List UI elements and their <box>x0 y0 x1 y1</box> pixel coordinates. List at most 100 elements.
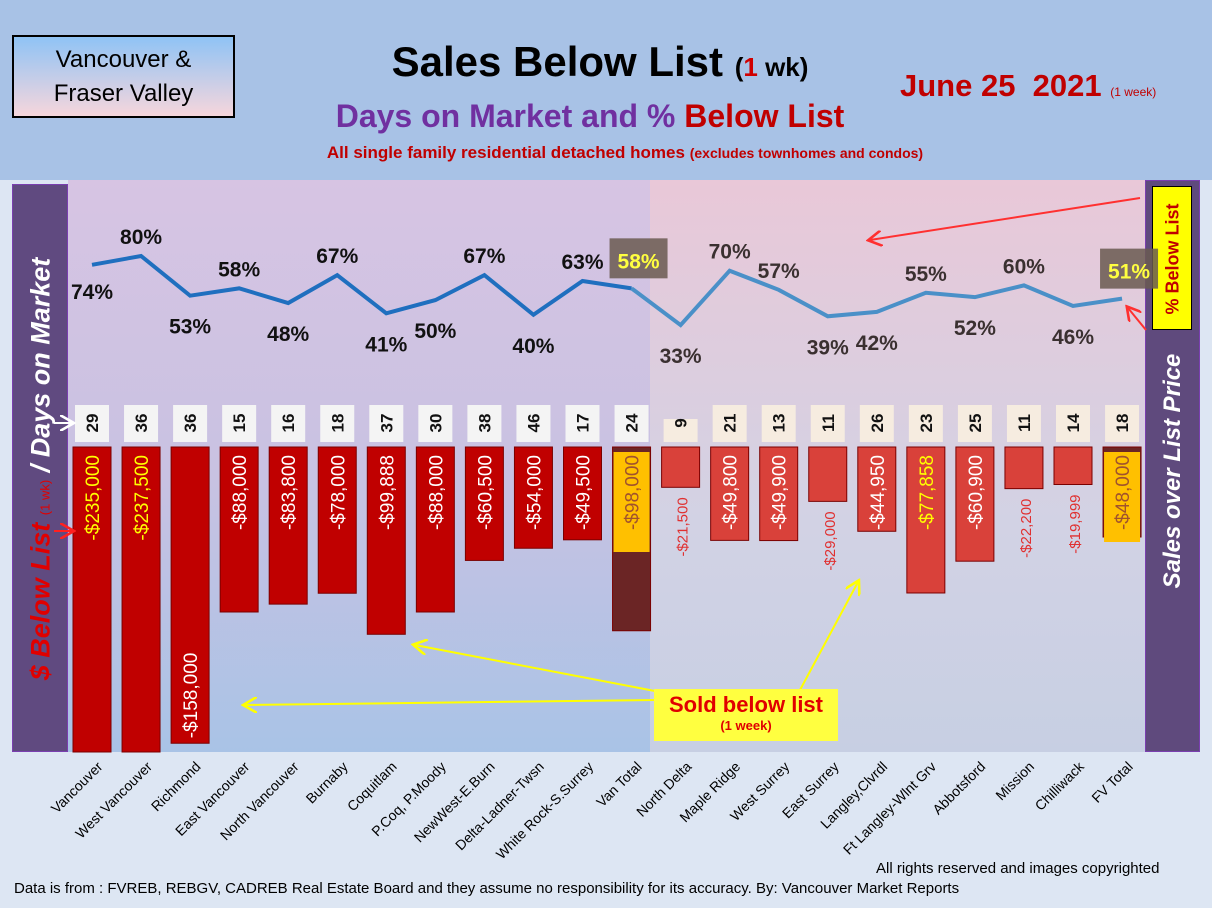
dollar-label: -$49,500 <box>574 455 595 530</box>
days-box <box>712 405 747 442</box>
dollar-label: -$158,000 <box>181 653 202 739</box>
total-pct-box <box>609 238 668 279</box>
left-axis-title: $ Below List (1 wk) / Days on Market <box>12 184 68 752</box>
bar-Maple Ridge <box>710 446 750 541</box>
days-box <box>663 419 698 442</box>
days-label: 26 <box>868 414 887 433</box>
days-box <box>957 405 992 442</box>
days-label: 36 <box>132 414 151 433</box>
date-small: (1 week) <box>1110 85 1157 99</box>
dollar-label: -$49,900 <box>770 455 791 530</box>
bar-Burnaby <box>317 446 357 594</box>
days-label: 24 <box>623 413 642 432</box>
pct-label: 39% <box>807 336 849 359</box>
title-num: 1 <box>743 52 758 82</box>
subtitle-a: Days on Market and % <box>335 98 676 134</box>
days-box <box>908 405 943 442</box>
days-box <box>173 405 208 442</box>
days-label: 46 <box>524 414 543 433</box>
dollar-label: -$237,500 <box>132 455 153 541</box>
annotation-arrows <box>54 197 1147 705</box>
subtitle-b: Below List <box>684 98 845 134</box>
chart-note: All single family residential detached h… <box>200 143 1050 163</box>
days-box <box>516 405 551 442</box>
days-label: 13 <box>770 414 789 433</box>
days-label: 11 <box>819 414 838 432</box>
days-box <box>467 405 502 442</box>
days-box <box>1105 405 1140 442</box>
sold-below-list-callout: Sold below list (1 week) <box>654 689 838 741</box>
bar-East Surrey <box>808 446 848 502</box>
pct-label: 50% <box>414 320 456 343</box>
sold-arrow-3 <box>799 582 858 691</box>
sold-text: Sold below list <box>668 692 823 717</box>
pct-label: 52% <box>954 317 996 340</box>
days-label: 29 <box>83 414 102 433</box>
days-box <box>614 405 649 442</box>
days-label: 18 <box>1113 414 1132 433</box>
dollar-label: -$235,000 <box>83 455 104 541</box>
days-label: 18 <box>328 414 347 433</box>
fv-pct-line <box>630 268 1123 328</box>
days-label: 38 <box>475 414 494 433</box>
region-line2: Fraser Valley <box>53 80 194 107</box>
pct-label: 60% <box>1003 255 1045 278</box>
days-box <box>418 405 453 442</box>
pct-label: 48% <box>267 323 309 346</box>
pct-label: 67% <box>316 245 358 268</box>
bar-NewWest-E.Burn <box>464 446 504 561</box>
bar-White Rock-S.Surrey <box>563 446 602 541</box>
chart-title: Sales Below List (1 wk) <box>300 38 900 86</box>
van-pct-line <box>91 253 632 318</box>
pct-label: 58% <box>618 250 660 273</box>
days-label: 36 <box>181 414 200 433</box>
dollar-label: -$29,000 <box>822 511 839 570</box>
note-small: (excludes townhomes and condos) <box>689 145 924 161</box>
days-box <box>369 405 404 442</box>
dollar-label: -$99,888 <box>377 455 398 530</box>
days-box <box>320 405 355 442</box>
days-box <box>75 405 109 442</box>
days-box <box>810 405 845 442</box>
dollar-label: -$60,900 <box>966 455 987 530</box>
dollar-label: -$77,858 <box>917 455 938 530</box>
sold-arrow-1 <box>245 700 657 705</box>
pct-arrow <box>870 197 1141 240</box>
title-open: ( <box>734 52 744 82</box>
dollar-label: -$22,200 <box>1018 499 1035 558</box>
days-label: 16 <box>279 414 298 433</box>
bar-North Delta <box>661 446 701 488</box>
pct-label: 53% <box>169 316 211 339</box>
days-label: 23 <box>917 414 936 433</box>
bar-North Vancouver <box>268 446 308 605</box>
note-main: All single family residential detached h… <box>326 143 685 162</box>
pct-label: 67% <box>463 245 505 268</box>
days-box <box>1056 405 1090 442</box>
dollar-label: -$88,000 <box>426 455 447 530</box>
days-label: 14 <box>1064 413 1083 432</box>
bar-Abbotsford <box>955 446 995 562</box>
days-label: 30 <box>426 414 445 433</box>
bar-East Vancouver <box>219 446 259 613</box>
pct-label: 33% <box>660 345 702 368</box>
dollar-label: -$88,000 <box>230 455 251 530</box>
dollar-label: -$44,950 <box>868 455 889 530</box>
days-box <box>271 405 306 442</box>
pct-label: 46% <box>1052 326 1094 349</box>
bar-West Surrey <box>759 446 799 542</box>
dollar-label: -$48,000 <box>1113 455 1134 530</box>
bar-Delta-Ladner-Twsn <box>513 446 553 549</box>
bar-Mission <box>1004 446 1044 490</box>
dollar-label: -$54,000 <box>524 455 545 530</box>
bar-Langley,Clvrdl <box>857 446 897 532</box>
days-box <box>565 405 600 442</box>
dollar-label: -$49,800 <box>721 455 742 530</box>
days-label: 15 <box>230 414 249 433</box>
source-text: Data is from : FVREB, REBGV, CADREB Real… <box>14 880 960 897</box>
sold-arrow-2 <box>415 645 661 693</box>
bar-Richmond <box>170 446 210 744</box>
pct-label: 58% <box>218 258 260 281</box>
bar-Vancouver <box>72 446 112 753</box>
chart-subtitle: Days on Market and % Below List <box>240 98 940 135</box>
dollar-label: -$21,500 <box>675 497 692 556</box>
